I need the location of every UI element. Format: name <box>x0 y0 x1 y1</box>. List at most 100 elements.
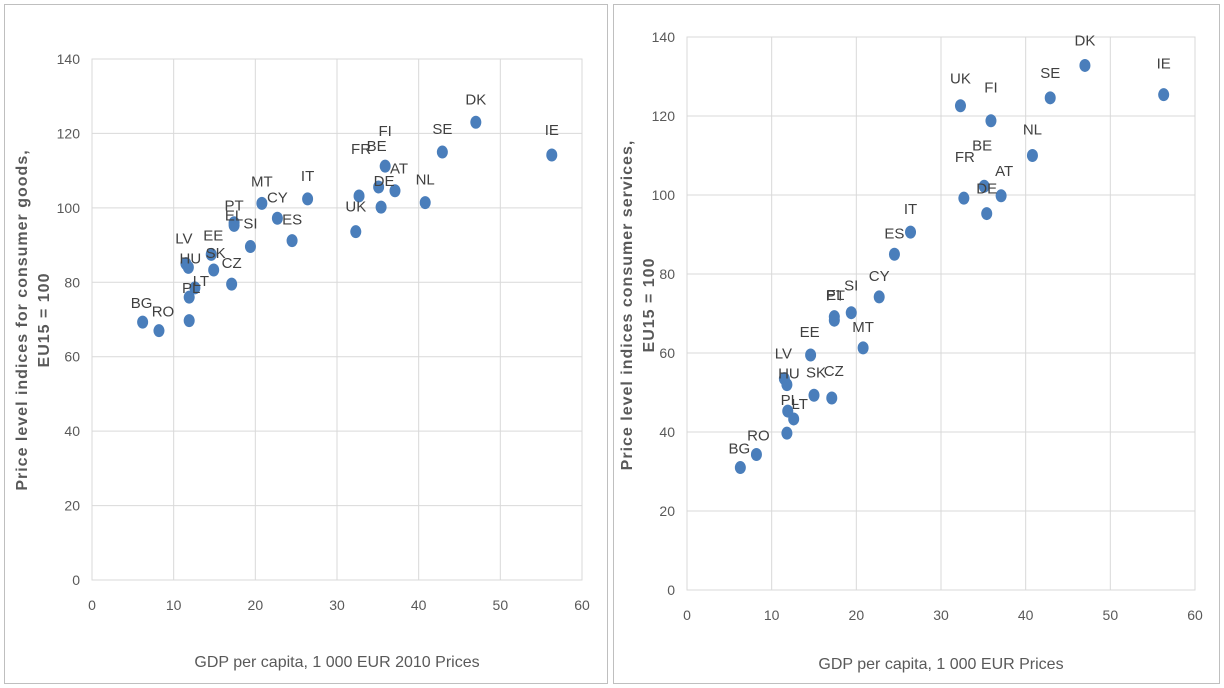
x-tick-label: 50 <box>1103 607 1119 623</box>
data-point-at <box>389 184 401 198</box>
data-label-pt: PT <box>225 198 244 215</box>
data-point-nl <box>419 196 431 210</box>
data-label-it: IT <box>301 168 314 185</box>
chart-panel-services: 0 10 20 30 40 50 60 0 20 40 60 80 100 120 140 GDP per c… <box>613 4 1220 684</box>
y-axis-title: Price level indices for consumer goods, E… <box>14 149 53 490</box>
data-label-es: ES <box>884 225 904 242</box>
data-label-de: DE <box>976 181 997 198</box>
data-point-cy <box>873 290 885 304</box>
y-tick-label: 0 <box>667 582 675 598</box>
y-tick-label: 120 <box>652 108 676 124</box>
data-point-fr <box>958 191 970 205</box>
data-point-fr <box>353 189 365 203</box>
y-tick-label: 120 <box>57 125 81 141</box>
x-tick-label: 60 <box>574 597 590 613</box>
chart-panel-goods: 0 10 20 30 40 50 60 0 20 40 60 80 100 120 140 GDP per c… <box>4 4 608 684</box>
data-point-cz <box>226 277 238 291</box>
data-point-se <box>1044 91 1056 105</box>
data-point <box>781 426 793 440</box>
data-label-hu: HU <box>180 250 202 267</box>
y-tick-label: 20 <box>659 503 675 519</box>
data-label-fr: FR <box>351 141 371 158</box>
data-label-cz: CZ <box>222 255 242 272</box>
data-label-hu: HU <box>778 366 800 383</box>
data-label-pt: PT <box>826 288 845 305</box>
x-tick-label: 30 <box>933 607 949 623</box>
data-point-nl <box>1026 149 1038 162</box>
data-point-fi <box>379 159 391 173</box>
data-point-es <box>286 234 298 248</box>
data-point-lt <box>189 281 201 295</box>
data-label-mt: MT <box>852 319 874 336</box>
data-label-nl: NL <box>1023 122 1042 139</box>
data-label-se: SE <box>1040 65 1060 82</box>
data-label-ie: IE <box>1157 56 1171 73</box>
data-label-at: AT <box>390 161 408 178</box>
data-label-ee: EE <box>203 227 223 244</box>
data-point-bg <box>137 315 149 329</box>
x-tick-label: 40 <box>1018 607 1034 623</box>
data-point-ie <box>1158 88 1170 102</box>
x-tick-label: 10 <box>764 607 780 623</box>
data-label-pl: PL <box>781 392 799 409</box>
data-point-si <box>845 306 857 320</box>
data-label-uk: UK <box>950 71 971 88</box>
data-point-ie <box>546 148 558 162</box>
y-tick-label: 80 <box>64 274 80 290</box>
x-tick-label: 30 <box>329 597 345 613</box>
x-tick-label: 60 <box>1187 607 1203 623</box>
data-point-uk <box>954 99 966 113</box>
data-point <box>183 314 195 328</box>
data-point-mt <box>256 196 268 210</box>
data-point-ee <box>805 348 817 362</box>
data-label-ro: RO <box>152 304 175 321</box>
data-point-cy <box>271 211 283 225</box>
data-label-cz: CZ <box>824 363 844 380</box>
data-label-lt: LT <box>791 396 807 413</box>
data-point-ro <box>153 324 165 338</box>
data-label-at: AT <box>995 163 1013 180</box>
y-tick-label: 140 <box>57 51 81 67</box>
x-tick-label: 10 <box>166 597 182 613</box>
y-tick-label: 80 <box>659 266 675 282</box>
data-label-de: DE <box>374 173 395 190</box>
y-tick-label: 0 <box>72 572 80 588</box>
data-point-be <box>978 179 990 193</box>
data-point-at <box>995 189 1007 203</box>
data-point-hu <box>182 260 194 274</box>
data-label-ro: RO <box>747 428 770 445</box>
data-label-pl: PL <box>182 280 200 297</box>
data-label-dk: DK <box>1075 32 1096 49</box>
data-label-cy: CY <box>869 268 890 285</box>
y-tick-label: 20 <box>64 498 80 514</box>
data-point-it <box>302 192 314 206</box>
data-label-si: SI <box>844 278 858 295</box>
data-label-lt: LT <box>193 273 209 290</box>
data-label-fi: FI <box>984 80 997 97</box>
x-tick-label: 50 <box>493 597 509 613</box>
data-point-fi <box>985 114 997 128</box>
data-label-be: BE <box>367 138 387 155</box>
x-tick-label: 0 <box>88 597 96 613</box>
y-tick-label: 60 <box>659 345 675 361</box>
x-tick-label: 20 <box>849 607 865 623</box>
data-point-sk <box>208 263 220 277</box>
data-label-lv: LV <box>175 231 192 248</box>
data-point-uk <box>350 225 362 239</box>
scatter-chart-goods: 0 10 20 30 40 50 60 0 20 40 60 80 100 120 140 GDP per c… <box>14 51 590 671</box>
data-label-es: ES <box>282 212 302 229</box>
data-label-bg: BG <box>131 295 153 312</box>
data-label-bg: BG <box>728 441 750 458</box>
data-point-de <box>981 207 993 221</box>
data-label-fr: FR <box>955 149 975 166</box>
data-label-fi: FI <box>379 123 392 140</box>
x-tick-label: 40 <box>411 597 427 613</box>
data-point-ro <box>750 448 762 462</box>
y-tick-label: 100 <box>652 187 676 203</box>
y-tick-label: 40 <box>64 423 80 439</box>
y-axis-title: Price level indices consumer services, EU… <box>619 140 658 471</box>
data-point-mt <box>857 341 869 355</box>
data-point-se <box>436 145 448 159</box>
data-point-pt <box>828 310 840 324</box>
data-label-lv: LV <box>775 346 792 363</box>
